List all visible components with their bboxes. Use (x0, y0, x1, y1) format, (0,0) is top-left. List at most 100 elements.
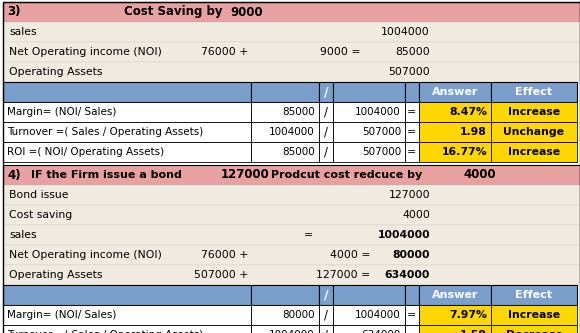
Bar (251, 285, 319, 305)
Text: 127000: 127000 (221, 168, 270, 181)
Bar (419, 325, 491, 333)
Text: Margin= (NOI/ Sales): Margin= (NOI/ Sales) (7, 107, 117, 117)
Bar (419, 102, 491, 122)
Text: 76000 +: 76000 + (201, 47, 248, 57)
Text: =: = (407, 127, 416, 137)
Text: 80000: 80000 (393, 250, 430, 260)
Bar (319, 142, 333, 162)
Text: sales: sales (9, 230, 37, 240)
Bar (491, 285, 577, 305)
Text: 1004000: 1004000 (355, 107, 401, 117)
Bar (419, 142, 491, 162)
Bar (491, 142, 577, 162)
Text: 16.77%: 16.77% (441, 147, 487, 157)
Text: 4000 =: 4000 = (329, 250, 370, 260)
Text: Effect: Effect (516, 290, 553, 300)
Bar (333, 325, 405, 333)
Text: IF the Firm issue a bond: IF the Firm issue a bond (31, 170, 182, 180)
Bar (3, 122, 251, 142)
Bar (3, 2, 580, 22)
Text: =: = (304, 230, 313, 240)
Text: Turnover =( Sales / Operating Assets): Turnover =( Sales / Operating Assets) (7, 330, 203, 333)
Text: 76000 +: 76000 + (201, 250, 248, 260)
Text: =: = (407, 147, 416, 157)
Bar (333, 82, 405, 102)
Bar (3, 82, 251, 102)
Text: 85000: 85000 (282, 147, 315, 157)
Text: 1004000: 1004000 (355, 310, 401, 320)
Text: =: = (407, 330, 416, 333)
Bar (3, 205, 580, 225)
Text: Margin= (NOI/ Sales): Margin= (NOI/ Sales) (7, 310, 117, 320)
Bar (3, 102, 251, 122)
Bar (251, 142, 319, 162)
Text: 127000 =: 127000 = (316, 270, 370, 280)
Bar (405, 305, 419, 325)
Bar (3, 62, 580, 82)
Bar (3, 165, 580, 185)
Text: 507000: 507000 (388, 67, 430, 77)
Text: 85000: 85000 (282, 107, 315, 117)
Text: 507000: 507000 (362, 147, 401, 157)
Bar (405, 102, 419, 122)
Text: 80000: 80000 (282, 310, 315, 320)
Bar (405, 325, 419, 333)
Text: 85000: 85000 (395, 47, 430, 57)
Text: Answer: Answer (432, 290, 478, 300)
Text: 7.97%: 7.97% (449, 310, 487, 320)
Text: 4): 4) (7, 168, 21, 181)
Bar (319, 82, 333, 102)
Text: =: = (407, 107, 416, 117)
Bar (3, 265, 580, 285)
Text: 8.47%: 8.47% (449, 107, 487, 117)
Text: 1004000: 1004000 (378, 230, 430, 240)
Text: /: / (324, 86, 328, 99)
Text: Turnover =( Sales / Operating Assets): Turnover =( Sales / Operating Assets) (7, 127, 203, 137)
Text: /: / (324, 308, 328, 321)
Text: Increase: Increase (508, 107, 560, 117)
Bar (3, 142, 251, 162)
Bar (3, 185, 580, 205)
Bar (419, 122, 491, 142)
Text: sales: sales (9, 27, 37, 37)
Bar (491, 305, 577, 325)
Text: /: / (324, 106, 328, 119)
Text: Operating Assets: Operating Assets (9, 67, 103, 77)
Bar (319, 285, 333, 305)
Text: 1004000: 1004000 (381, 27, 430, 37)
Text: Increase: Increase (508, 147, 560, 157)
Text: Net Operating income (NOI): Net Operating income (NOI) (9, 47, 162, 57)
Text: 4000: 4000 (463, 168, 496, 181)
Text: /: / (324, 126, 328, 139)
Bar (333, 285, 405, 305)
Bar (405, 285, 419, 305)
Text: 634000: 634000 (361, 330, 401, 333)
Bar (333, 122, 405, 142)
Text: =: = (407, 310, 416, 320)
Text: Prodcut cost redcuce by: Prodcut cost redcuce by (271, 170, 422, 180)
Bar (3, 245, 580, 265)
Bar (405, 122, 419, 142)
Bar (319, 305, 333, 325)
Text: Bond issue: Bond issue (9, 190, 68, 200)
Text: 9000: 9000 (230, 6, 263, 19)
Text: ROI =( NOI/ Operating Assets): ROI =( NOI/ Operating Assets) (7, 147, 164, 157)
Text: Increase: Increase (508, 310, 560, 320)
Text: 1004000: 1004000 (269, 330, 315, 333)
Text: Cost saving: Cost saving (9, 210, 72, 220)
Bar (333, 305, 405, 325)
Bar (419, 305, 491, 325)
Text: 634000: 634000 (385, 270, 430, 280)
Text: 127000: 127000 (389, 190, 430, 200)
Bar (3, 285, 251, 305)
Text: Net Operating income (NOI): Net Operating income (NOI) (9, 250, 162, 260)
Text: Operating Assets: Operating Assets (9, 270, 103, 280)
Bar (319, 122, 333, 142)
Bar (251, 325, 319, 333)
Text: Unchange: Unchange (503, 127, 564, 137)
Bar (3, 325, 251, 333)
Bar (491, 122, 577, 142)
Text: 4000: 4000 (402, 210, 430, 220)
Bar (419, 82, 491, 102)
Bar (319, 325, 333, 333)
